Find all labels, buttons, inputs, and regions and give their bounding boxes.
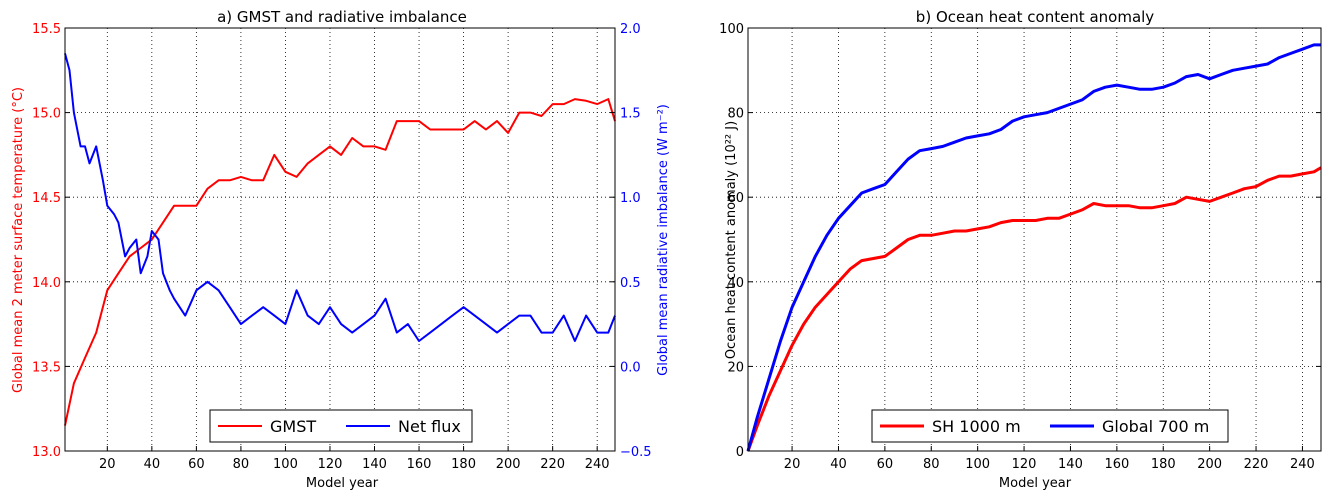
tick-label-y-left: 15.0 <box>32 107 61 122</box>
panel-a-grid <box>65 27 615 452</box>
tick-label-x: 140 <box>362 457 387 472</box>
tick-label-y-right: −0.5 <box>620 445 652 460</box>
panel-a-ylabel-left: Global mean 2 meter surface temperature … <box>11 87 26 393</box>
legend-label-net-flux: Net flux <box>398 417 461 436</box>
tick-label-x: 240 <box>585 457 610 472</box>
tick-label-y: 60 <box>727 191 744 206</box>
panel-a-chart: a) GMST and radiative imbalance Model ye… <box>11 8 671 491</box>
tick-label-x: 200 <box>496 457 521 472</box>
legend-label-gmst: GMST <box>270 417 316 436</box>
tick-label-x: 20 <box>99 457 116 472</box>
tick-label-x: 100 <box>273 457 298 472</box>
series-line-global-700-m <box>746 43 1321 452</box>
tick-label-y: 100 <box>719 22 744 37</box>
tick-label-x: 220 <box>1244 457 1269 472</box>
panel-a-xlabel: Model year <box>306 476 379 491</box>
tick-label-y: 20 <box>727 360 744 375</box>
tick-label-y: 40 <box>727 276 744 291</box>
tick-label-y-left: 13.5 <box>32 360 61 375</box>
tick-label-x: 120 <box>1012 457 1037 472</box>
panel-b-xlabel: Model year <box>999 476 1072 491</box>
tick-label-x: 40 <box>144 457 161 472</box>
tick-label-x: 240 <box>1290 457 1315 472</box>
panel-a-series <box>64 53 616 426</box>
series-line-gmst <box>64 98 616 426</box>
tick-label-x: 100 <box>965 457 990 472</box>
tick-label-y-right: 1.5 <box>620 107 641 122</box>
tick-label-x: 160 <box>407 457 432 472</box>
tick-label-y-right: 1.0 <box>620 191 641 206</box>
tick-label-x: 80 <box>923 457 940 472</box>
panel-b-frame <box>747 27 1322 452</box>
tick-label-x: 160 <box>1104 457 1129 472</box>
legend-label-global-700m: Global 700 m <box>1102 417 1209 436</box>
legend-label-sh-1000m: SH 1000 m <box>932 417 1021 436</box>
tick-label-y: 80 <box>727 107 744 122</box>
tick-label-x: 220 <box>540 457 565 472</box>
tick-label-x: 200 <box>1197 457 1222 472</box>
panel-b-title: b) Ocean heat content anomaly <box>916 8 1155 26</box>
panel-a-ticks: 20 40 60 80 100 120 140 160 180 200 220 240 13.0 13.5… <box>32 22 652 472</box>
series-line-sh-1000-m <box>746 166 1322 452</box>
panel-b-grid <box>748 27 1321 452</box>
tick-label-y-left: 15.5 <box>32 22 61 37</box>
panel-b-chart: b) Ocean heat content anomaly Model year… <box>719 8 1322 491</box>
tick-label-y-left: 13.0 <box>32 445 61 460</box>
tick-label-x: 180 <box>451 457 476 472</box>
tick-label-x: 80 <box>233 457 250 472</box>
tick-label-x: 120 <box>318 457 343 472</box>
tick-label-y-left: 14.0 <box>32 276 61 291</box>
panel-a-title: a) GMST and radiative imbalance <box>217 8 467 26</box>
tick-label-y-right: 2.0 <box>620 22 641 37</box>
panel-a-frame <box>64 27 616 452</box>
tick-label-y-right: 0.0 <box>620 360 641 375</box>
tick-label-x: 40 <box>830 457 847 472</box>
tick-label-x: 180 <box>1151 457 1176 472</box>
tick-label-y-left: 14.5 <box>32 191 61 206</box>
tick-label-x: 60 <box>188 457 205 472</box>
tick-label-y-right: 0.5 <box>620 276 641 291</box>
tick-label-x: 20 <box>784 457 801 472</box>
tick-label-x: 140 <box>1058 457 1083 472</box>
tick-label-y: 0 <box>736 445 744 460</box>
panel-b-series <box>746 43 1322 452</box>
panel-b-legend: SH 1000 m Global 700 m <box>871 409 1229 443</box>
panel-a-legend: GMST Net flux <box>209 409 473 443</box>
panel-b-ticks: 20 40 60 80 100 120 140 160 180 200 220 240 0 20 40 60 8… <box>719 22 1321 472</box>
series-line-net-flux <box>64 53 616 342</box>
panel-a-ylabel-right: Global mean radiative imbalance (W m⁻²) <box>656 104 671 376</box>
panel-b-ylabel: Ocean heat content anomaly (10²² J) <box>724 121 739 359</box>
tick-label-x: 60 <box>877 457 894 472</box>
